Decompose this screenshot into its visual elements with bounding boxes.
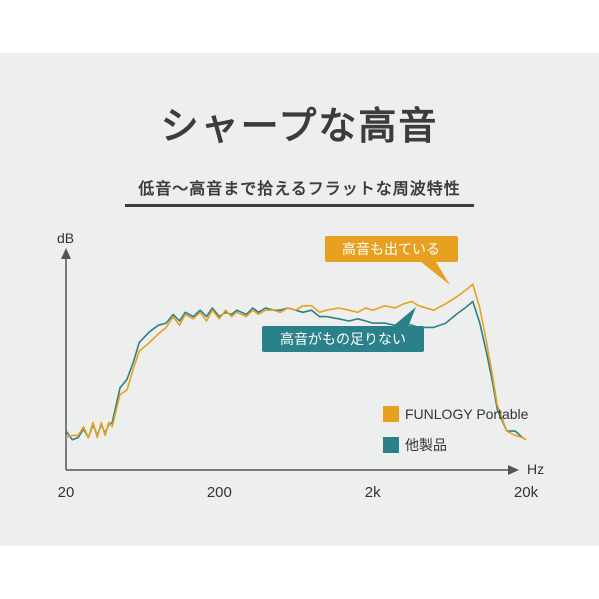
- callout-teal-tail: [392, 307, 416, 327]
- callout-orange-text: 高音も出ている: [342, 241, 440, 257]
- series-line-other: [65, 300, 527, 441]
- page-subtitle: 低音〜高音まで拾えるフラットな周波特性: [138, 179, 461, 198]
- y-axis-label: dB: [57, 230, 74, 246]
- subtitle-underline: [125, 204, 474, 207]
- legend: FUNLOGY Portable 他製品: [383, 406, 529, 453]
- callout-orange-tail: [421, 262, 450, 285]
- x-tick-label-1: 200: [207, 484, 232, 501]
- legend-label-funlogy: FUNLOGY Portable: [405, 406, 529, 422]
- x-tick-label-0: 20: [58, 484, 75, 501]
- background-panel: [0, 53, 599, 546]
- legend-label-other: 他製品: [405, 437, 447, 453]
- y-axis-arrow: [61, 248, 71, 259]
- x-axis-label: Hz: [527, 461, 544, 477]
- x-tick-label-3: 20k: [514, 484, 539, 501]
- x-axis-arrow: [508, 465, 519, 475]
- legend-swatch-other: [383, 437, 399, 453]
- callout-orange-box: [325, 236, 458, 262]
- callout-teal-text: 高音がもの足りない: [280, 331, 406, 347]
- x-tick-label-2: 2k: [365, 484, 381, 501]
- legend-swatch-funlogy: [383, 406, 399, 422]
- page-title: シャープな高音: [160, 104, 439, 148]
- callout-teal-box: [262, 326, 424, 352]
- series-line-funlogy: [65, 283, 527, 441]
